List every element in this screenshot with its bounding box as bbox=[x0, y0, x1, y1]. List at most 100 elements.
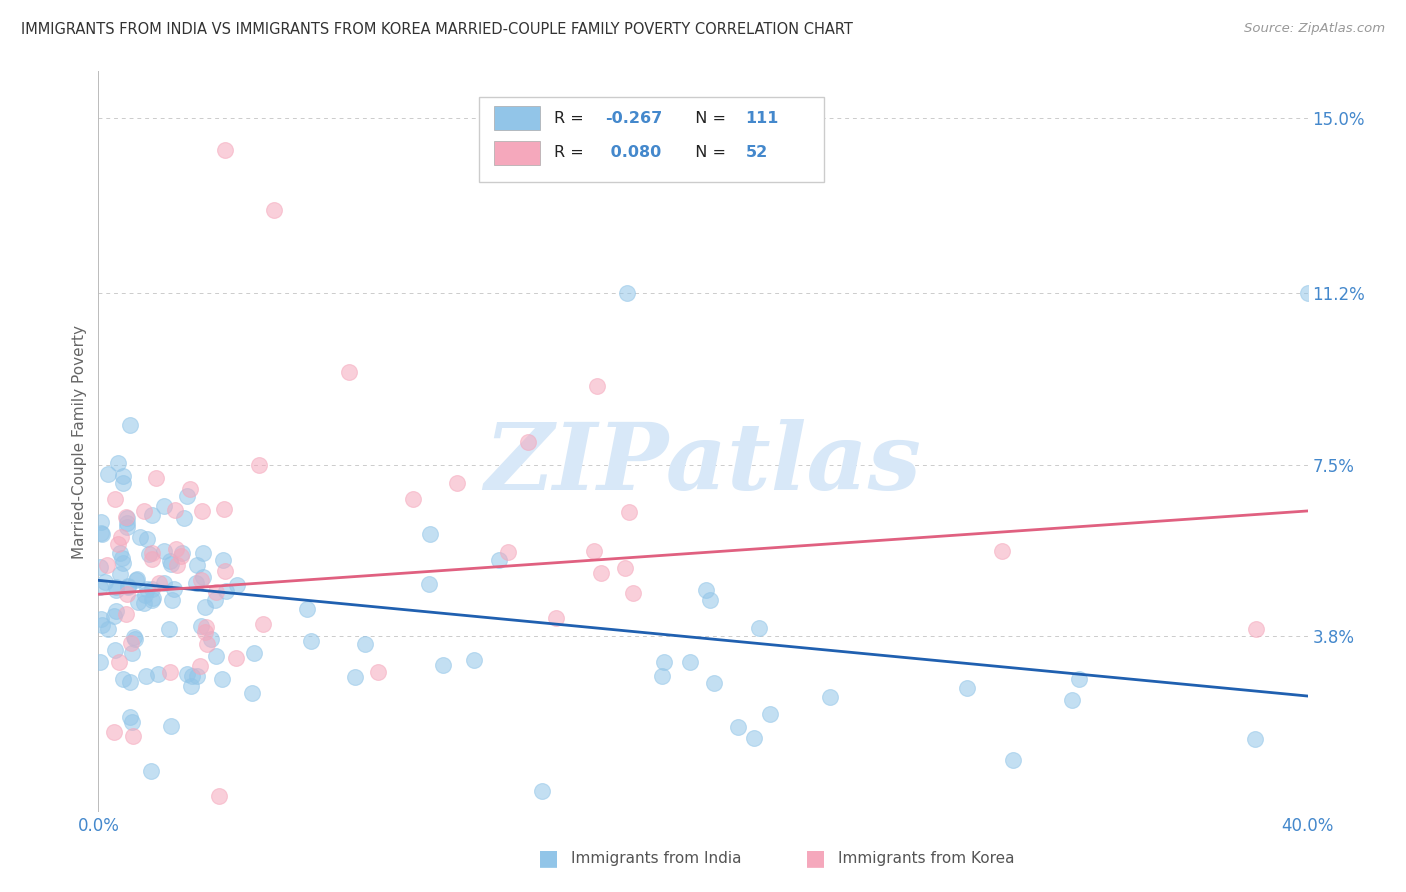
Point bbox=[703, 675, 725, 690]
Text: Immigrants from Korea: Immigrants from Korea bbox=[838, 851, 1015, 865]
Text: -0.267: -0.267 bbox=[605, 111, 662, 126]
Point bbox=[104, 583, 127, 598]
Point bbox=[104, 580, 127, 594]
Point bbox=[111, 475, 134, 490]
Point bbox=[583, 543, 606, 558]
Point bbox=[165, 541, 187, 556]
Point bbox=[195, 637, 218, 651]
Point bbox=[614, 561, 637, 575]
Point bbox=[446, 476, 468, 491]
Point bbox=[120, 636, 142, 650]
Point bbox=[748, 621, 770, 635]
Point bbox=[215, 583, 238, 598]
Point bbox=[367, 665, 389, 679]
Point bbox=[191, 546, 214, 560]
Point bbox=[194, 620, 217, 634]
Point bbox=[134, 589, 156, 603]
Text: ■: ■ bbox=[538, 848, 558, 868]
Point bbox=[160, 557, 183, 571]
Text: IMMIGRANTS FROM INDIA VS IMMIGRANTS FROM KOREA MARRIED-COUPLE FAMILY POVERTY COR: IMMIGRANTS FROM INDIA VS IMMIGRANTS FROM… bbox=[21, 22, 853, 37]
Point bbox=[586, 379, 609, 393]
Point bbox=[121, 647, 143, 661]
Point bbox=[299, 634, 322, 648]
Point bbox=[432, 657, 454, 672]
Point bbox=[89, 559, 111, 574]
Point bbox=[153, 575, 176, 590]
Point bbox=[1244, 622, 1267, 636]
Point bbox=[297, 602, 319, 616]
Point bbox=[90, 515, 112, 529]
Point bbox=[104, 642, 127, 657]
Bar bbox=[494, 106, 540, 130]
Text: Immigrants from India: Immigrants from India bbox=[571, 851, 741, 865]
Point bbox=[145, 471, 167, 485]
Point bbox=[742, 731, 765, 745]
Point bbox=[159, 554, 181, 568]
Point bbox=[107, 537, 129, 551]
Text: ZIPatlas: ZIPatlas bbox=[485, 418, 921, 508]
Point bbox=[111, 551, 134, 566]
Point bbox=[96, 558, 118, 573]
Point bbox=[91, 527, 114, 541]
Point bbox=[118, 675, 141, 690]
FancyBboxPatch shape bbox=[479, 97, 824, 183]
Point bbox=[132, 596, 155, 610]
Point bbox=[337, 365, 360, 379]
Point bbox=[121, 714, 143, 729]
Point bbox=[103, 724, 125, 739]
Point bbox=[159, 665, 181, 680]
Point bbox=[160, 719, 183, 733]
Point bbox=[200, 632, 222, 646]
Point bbox=[108, 546, 131, 560]
Text: N =: N = bbox=[685, 111, 731, 126]
Point bbox=[115, 520, 138, 534]
Point bbox=[211, 673, 233, 687]
Point bbox=[142, 591, 165, 605]
Point bbox=[118, 709, 141, 723]
Point bbox=[991, 544, 1014, 558]
Point bbox=[546, 611, 568, 625]
Point bbox=[1062, 693, 1084, 707]
Point bbox=[121, 729, 143, 743]
Point bbox=[165, 502, 187, 516]
Point bbox=[402, 492, 425, 507]
Point bbox=[621, 586, 644, 600]
Point bbox=[170, 549, 193, 564]
Point bbox=[1296, 286, 1319, 301]
Point bbox=[488, 553, 510, 567]
Point bbox=[517, 435, 540, 450]
Point bbox=[190, 619, 212, 633]
Point bbox=[89, 655, 111, 669]
Point bbox=[225, 577, 247, 591]
Point bbox=[589, 566, 612, 581]
Point bbox=[956, 681, 979, 695]
Point bbox=[90, 526, 112, 541]
Point bbox=[179, 482, 201, 496]
Point bbox=[117, 580, 139, 594]
Point bbox=[170, 546, 193, 560]
Point bbox=[727, 720, 749, 734]
Point bbox=[112, 557, 135, 571]
Text: ■: ■ bbox=[806, 848, 825, 868]
Point bbox=[204, 592, 226, 607]
Point bbox=[214, 564, 236, 578]
Point bbox=[129, 530, 152, 544]
Point bbox=[125, 573, 148, 587]
Point bbox=[252, 617, 274, 632]
Point bbox=[107, 456, 129, 470]
Point bbox=[184, 575, 207, 590]
Point bbox=[115, 516, 138, 530]
Point bbox=[127, 594, 149, 608]
Point bbox=[104, 491, 127, 506]
Point bbox=[1244, 731, 1267, 746]
Point bbox=[208, 789, 231, 803]
Point bbox=[108, 567, 131, 582]
Point bbox=[115, 511, 138, 525]
Y-axis label: Married-Couple Family Poverty: Married-Couple Family Poverty bbox=[72, 325, 87, 558]
Point bbox=[124, 632, 146, 646]
Point bbox=[114, 510, 136, 524]
Point bbox=[166, 558, 188, 572]
Point bbox=[153, 544, 176, 558]
Point bbox=[97, 467, 120, 481]
Point bbox=[616, 286, 638, 301]
